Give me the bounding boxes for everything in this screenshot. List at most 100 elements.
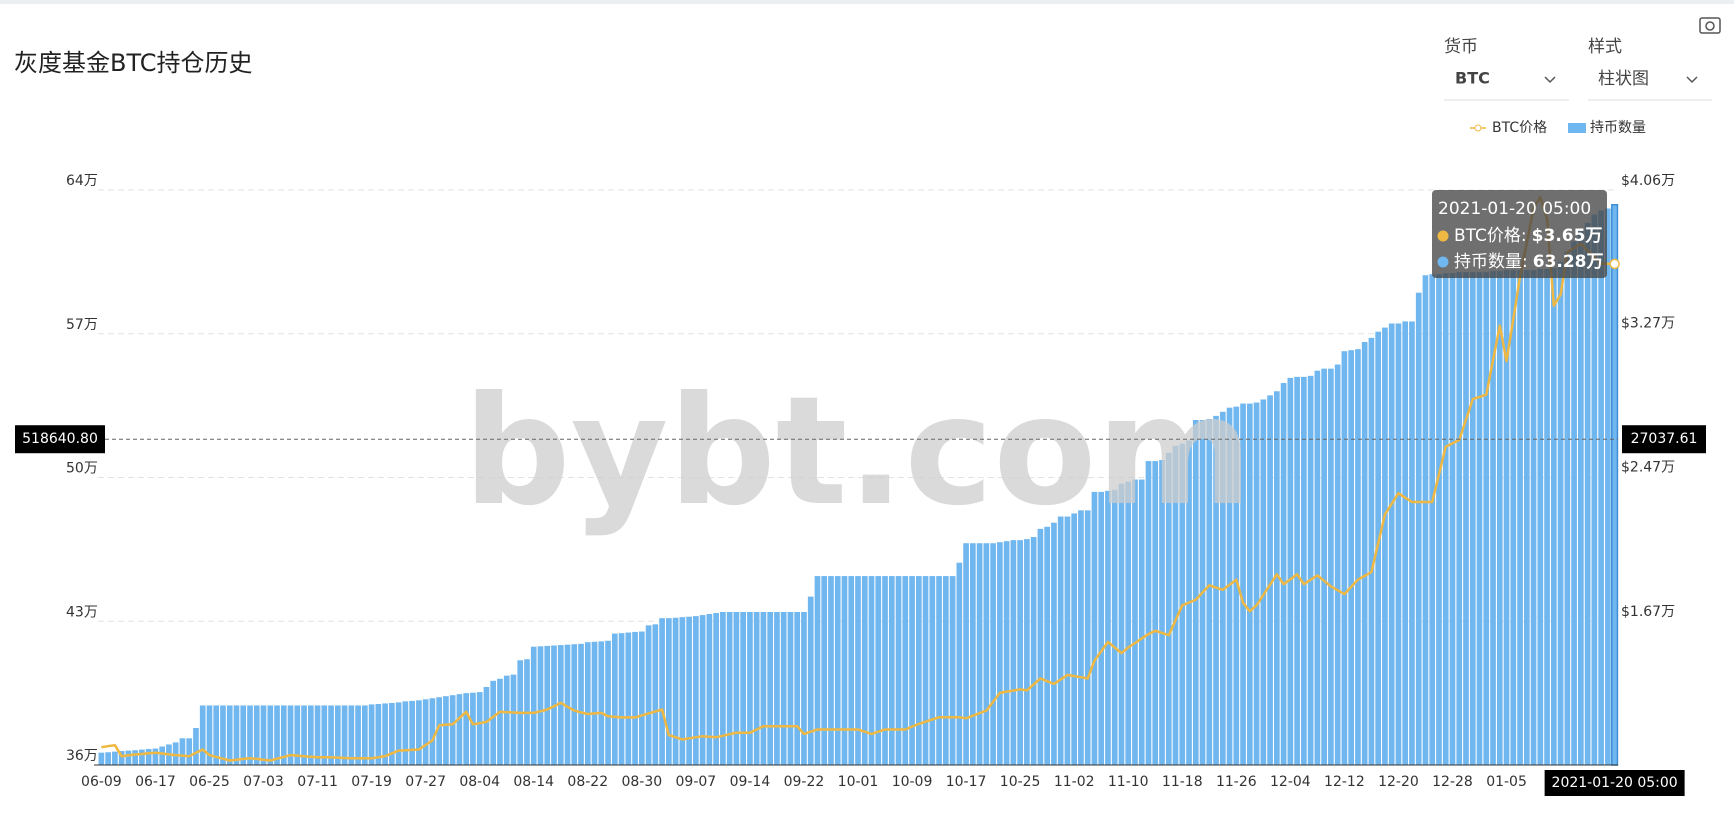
bar xyxy=(774,612,780,765)
bar xyxy=(1550,268,1557,765)
bar xyxy=(983,543,990,765)
bar xyxy=(1442,273,1449,765)
bar xyxy=(1510,270,1517,765)
y2-tick-label: $3.27万 xyxy=(1621,315,1675,331)
bar xyxy=(564,644,571,765)
bar xyxy=(868,576,875,765)
bar xyxy=(807,596,814,765)
bar xyxy=(1557,261,1564,765)
bar xyxy=(1490,271,1496,765)
bar xyxy=(395,702,402,765)
bar xyxy=(915,576,922,765)
bar xyxy=(1341,351,1348,765)
bar xyxy=(1496,271,1503,765)
bar xyxy=(1530,270,1537,765)
bar xyxy=(963,543,969,765)
y-tick-label: 50万 xyxy=(66,461,98,477)
bar xyxy=(1044,526,1050,765)
bar xyxy=(611,633,618,765)
bar xyxy=(274,705,280,765)
tooltip-dot xyxy=(1437,256,1449,268)
bar xyxy=(98,752,105,765)
bar xyxy=(882,576,888,765)
bar xyxy=(267,705,274,765)
chart-title: 灰度基金BTC持仓历史 xyxy=(14,49,252,77)
x-tick-label: 06-09 xyxy=(81,774,122,790)
y-tick-label: 36万 xyxy=(66,748,98,764)
line-marker xyxy=(1609,258,1620,270)
bar xyxy=(510,674,517,765)
bar xyxy=(1368,337,1375,765)
bar xyxy=(409,700,415,765)
camera-lens xyxy=(1705,21,1715,31)
bar xyxy=(449,695,456,765)
bar xyxy=(125,750,132,765)
bar xyxy=(490,680,497,765)
bar xyxy=(1030,537,1037,765)
bar xyxy=(1172,445,1179,765)
bar xyxy=(767,612,774,765)
currency-select[interactable]: 货币 BTC xyxy=(1444,37,1569,101)
x-pointer-label: 2021-01-20 05:00 xyxy=(1552,775,1678,791)
pointer-label: 518640.80 xyxy=(22,431,98,447)
bar xyxy=(341,705,348,765)
bar xyxy=(416,700,422,765)
bar xyxy=(436,697,442,765)
bar xyxy=(1091,491,1098,765)
bar xyxy=(605,640,611,765)
x-tick-label: 12-28 xyxy=(1432,774,1473,790)
bar xyxy=(1456,272,1463,765)
y-tick-label: 64万 xyxy=(66,173,98,189)
bar xyxy=(537,646,544,765)
bar xyxy=(679,617,686,765)
y2-tick-label: $2.47万 xyxy=(1621,460,1675,476)
bar xyxy=(1382,327,1388,765)
bar xyxy=(686,616,692,765)
bar xyxy=(861,576,868,765)
bar xyxy=(1544,269,1550,765)
style-select[interactable]: 样式 柱状图 xyxy=(1588,37,1712,101)
bar xyxy=(1084,510,1091,765)
camera-icon[interactable] xyxy=(1699,17,1721,34)
bar xyxy=(720,612,726,765)
bar xyxy=(1010,540,1017,765)
bar xyxy=(1024,539,1030,765)
bar xyxy=(956,562,963,765)
pointer-box xyxy=(15,425,105,454)
bar xyxy=(1017,540,1023,765)
bar xyxy=(301,705,307,765)
legend-label: BTC价格 xyxy=(1492,120,1547,136)
bar xyxy=(1246,403,1253,765)
bar xyxy=(186,738,193,765)
x-tick-label: 11-10 xyxy=(1108,774,1149,790)
bar xyxy=(1192,420,1199,765)
bar xyxy=(1307,375,1314,765)
x-tick-label: 06-25 xyxy=(189,774,230,790)
bar xyxy=(949,576,956,765)
bar xyxy=(672,617,679,765)
bar xyxy=(1415,292,1422,765)
bar xyxy=(976,543,983,765)
bar xyxy=(1132,479,1138,765)
bar xyxy=(1226,407,1233,765)
bar xyxy=(855,576,861,765)
bar xyxy=(348,705,355,765)
bar xyxy=(557,645,564,765)
y-tick-label: 57万 xyxy=(66,317,98,333)
tooltip-box xyxy=(1432,190,1607,278)
chevron xyxy=(1686,76,1698,84)
bar xyxy=(1537,269,1544,765)
bar xyxy=(1260,399,1267,765)
x-tick-label: 11-18 xyxy=(1162,774,1203,790)
bar xyxy=(497,678,503,765)
bar xyxy=(362,705,368,765)
bar xyxy=(334,705,341,765)
x-tick-label: 09-14 xyxy=(730,774,771,790)
bar xyxy=(929,576,936,765)
bar xyxy=(389,702,395,765)
bar xyxy=(618,633,625,765)
bar xyxy=(625,632,632,765)
bar xyxy=(328,705,334,765)
bar xyxy=(172,742,179,765)
